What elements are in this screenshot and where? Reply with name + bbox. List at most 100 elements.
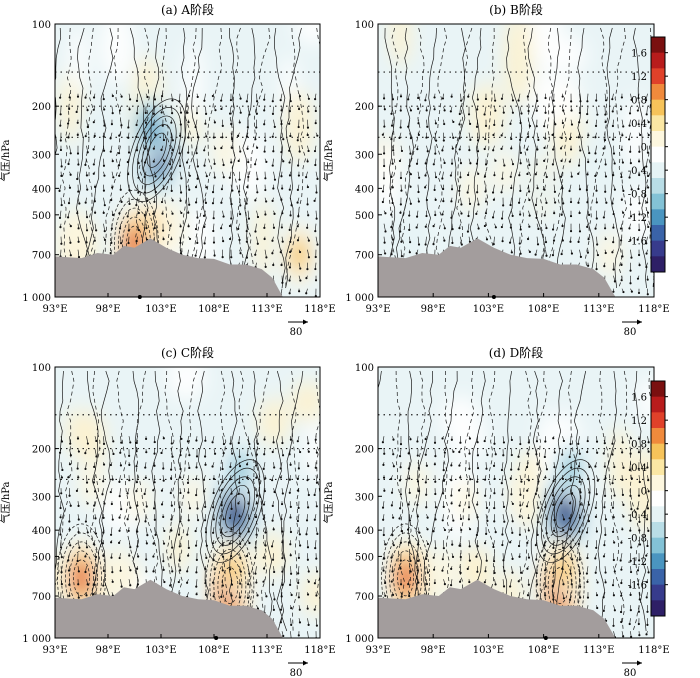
vector-head (596, 606, 599, 610)
vector-head (205, 175, 208, 178)
vector-head (212, 136, 215, 139)
vector-head (298, 250, 302, 254)
vector-head (637, 291, 641, 295)
vector-head (126, 492, 129, 495)
vector-head (619, 610, 623, 614)
vector-head (612, 624, 615, 627)
vector-arrow (407, 119, 410, 127)
vector-head (416, 480, 420, 483)
vector-head (76, 95, 80, 98)
vector-head (288, 292, 291, 295)
vector-arrow (460, 236, 463, 245)
vector-arrow (220, 93, 223, 101)
vector-head (180, 211, 183, 215)
vector-head (315, 624, 318, 627)
vector-head (452, 519, 455, 522)
vector-head (434, 455, 437, 458)
y-tick-label: 1 000 (22, 634, 51, 645)
vector-head (424, 453, 427, 456)
vector-head (169, 584, 172, 587)
vector-head (213, 121, 216, 124)
vector-head (307, 214, 310, 217)
vector-head (382, 152, 386, 155)
vector-head (297, 556, 300, 559)
vector-head (222, 176, 225, 179)
vector-head (612, 558, 615, 562)
vector-head (587, 213, 591, 216)
y-tick-label: 1 000 (345, 634, 374, 645)
vector-head (406, 528, 410, 531)
terrain (378, 238, 654, 297)
vector-head (118, 480, 121, 483)
contour-line (76, 27, 94, 289)
vector-head (85, 216, 89, 219)
y-tick-label: 400 (32, 526, 51, 537)
panel-frame (54, 23, 321, 298)
vector-head (611, 124, 614, 128)
vector-head (434, 213, 437, 217)
vector-head (313, 149, 317, 153)
x-tick-label: 98°E (421, 645, 446, 656)
vector-head (187, 225, 190, 228)
vector-head (86, 583, 89, 586)
vector-head (288, 228, 291, 232)
vector-head (84, 163, 87, 166)
vector-head (441, 558, 444, 561)
terrain (55, 238, 320, 297)
vector-head (289, 134, 292, 138)
vector-head (500, 217, 504, 220)
vector-head (441, 569, 444, 572)
vector-head (578, 530, 581, 533)
vector-head (288, 122, 291, 125)
vector-head (255, 476, 258, 479)
vector-head (494, 159, 497, 162)
vector-head (476, 480, 479, 483)
vector-head (69, 544, 72, 547)
vector-head (239, 111, 242, 114)
vector-head (153, 464, 156, 467)
vector-arrow (246, 249, 249, 258)
y-tick-label: 300 (32, 492, 51, 503)
vector-head (526, 95, 529, 98)
vector-head (543, 146, 546, 150)
contour-line (520, 370, 532, 632)
vector-head (449, 174, 453, 177)
vector-head (493, 506, 496, 510)
vector-head (381, 441, 384, 444)
vector-head (407, 125, 410, 128)
vector-head (571, 558, 574, 561)
vector-head (161, 124, 164, 127)
vector-head (196, 216, 199, 219)
vector-head (579, 100, 582, 103)
vector-head (135, 450, 138, 453)
contour-ring (550, 484, 581, 538)
vector-head (629, 559, 632, 562)
vector-head (561, 477, 565, 480)
vector-head (545, 201, 548, 204)
vector-head (638, 173, 641, 177)
vector-head (569, 546, 573, 549)
field-patch (253, 533, 289, 577)
vector-head (637, 451, 641, 454)
contour-line (623, 370, 642, 632)
vector-head (58, 189, 61, 192)
reference-vector-head (637, 660, 642, 666)
vector-head (450, 188, 454, 191)
y-tick-label: 500 (32, 552, 51, 563)
field-patch (166, 367, 206, 400)
vector-head (459, 571, 462, 574)
colorbar-swatch (651, 193, 665, 210)
vector-head (483, 439, 486, 443)
vector-head (273, 125, 276, 128)
vector-head (296, 489, 299, 492)
y-tick-label: 700 (32, 592, 51, 603)
vector-head (621, 255, 624, 258)
vector-arrow (621, 488, 624, 495)
vector-head (416, 148, 419, 151)
vector-head (628, 176, 631, 179)
vector-head (272, 608, 275, 611)
contour-line (274, 27, 286, 289)
contour-line (277, 370, 304, 632)
vector-head (59, 148, 63, 152)
vector-head (313, 608, 316, 611)
